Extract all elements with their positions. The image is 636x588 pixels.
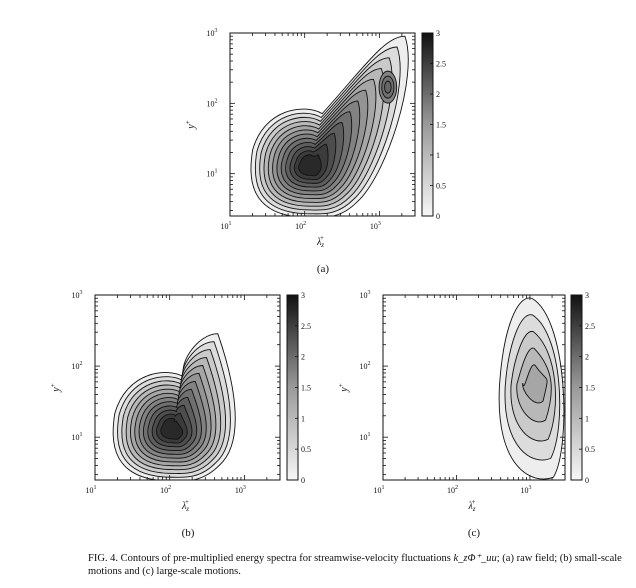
y-tick-label: 101 bbox=[207, 169, 218, 179]
contour-level bbox=[298, 154, 322, 177]
colorbar-tick-label: 2 bbox=[585, 353, 589, 362]
panel-0: 101 102 103 101 102 103 λz+ y+ 0 0.5 1 1.5 2 2.5 3 (a) bbox=[184, 28, 446, 275]
y-tick-label: 101 bbox=[360, 432, 371, 442]
contour-level bbox=[160, 417, 184, 440]
x-tick-label: 103 bbox=[520, 485, 531, 495]
x-tick-label: 103 bbox=[235, 485, 246, 495]
panel-2: 101 102 103 101 102 103 λz+ y+ 0 0.5 1 1.5 2 2.5 3 (c) bbox=[337, 290, 595, 539]
caption-prefix: FIG. 4. bbox=[88, 553, 119, 564]
x-tick-label: 102 bbox=[295, 221, 306, 231]
colorbar-tick-label: 0 bbox=[436, 212, 440, 221]
colorbar-tick-label: 1.5 bbox=[585, 384, 595, 393]
contour-level bbox=[522, 364, 548, 404]
y-axis-label: y+ bbox=[184, 120, 197, 129]
colorbar-tick-label: 0.5 bbox=[585, 445, 595, 454]
x-tick-label: 101 bbox=[86, 485, 97, 495]
figure-caption: FIG. 4. Contours of pre-multiplied energ… bbox=[88, 552, 628, 578]
x-tick-label: 101 bbox=[221, 221, 232, 231]
colorbar-tick-label: 1 bbox=[436, 151, 440, 160]
y-tick-label: 102 bbox=[207, 98, 218, 108]
x-tick-label: 101 bbox=[374, 485, 385, 495]
y-tick-label: 101 bbox=[72, 432, 83, 442]
colorbar-tick-label: 2 bbox=[301, 353, 305, 362]
colorbar-tick-label: 1 bbox=[301, 414, 305, 423]
x-tick-label: 103 bbox=[370, 221, 381, 231]
colorbar-tick-label: 1.5 bbox=[436, 121, 446, 130]
y-axis-label: y+ bbox=[49, 383, 62, 392]
panel-1: 101 102 103 101 102 103 λz+ y+ 0 0.5 1 1.5 2 2.5 3 (b) bbox=[49, 290, 311, 539]
x-tick-label: 102 bbox=[160, 485, 171, 495]
colorbar bbox=[287, 295, 298, 480]
colorbar-tick-label: 3 bbox=[436, 29, 440, 38]
panel-label: (a) bbox=[317, 263, 330, 275]
caption-text-after: ; (a) raw field; (b) small-scale motions… bbox=[88, 553, 622, 577]
caption-text-before: Contours of pre-multiplied energy spectr… bbox=[120, 553, 451, 564]
colorbar-tick-label: 2.5 bbox=[436, 60, 446, 69]
colorbar-tick-label: 3 bbox=[301, 291, 305, 300]
y-tick-label: 102 bbox=[360, 361, 371, 371]
colorbar-tick-label: 0 bbox=[301, 476, 305, 485]
y-tick-label: 102 bbox=[72, 361, 83, 371]
colorbar-tick-label: 2.5 bbox=[585, 322, 595, 331]
panel-label: (b) bbox=[182, 527, 195, 539]
colorbar-tick-label: 0 bbox=[585, 476, 589, 485]
x-tick-label: 102 bbox=[447, 485, 458, 495]
y-tick-label: 103 bbox=[360, 290, 371, 300]
colorbar-tick-label: 3 bbox=[585, 291, 589, 300]
caption-formula: k_zΦ⁺_uu bbox=[453, 553, 497, 564]
colorbar bbox=[571, 295, 582, 480]
x-axis-label: λz+ bbox=[316, 234, 324, 249]
colorbar-tick-label: 2 bbox=[436, 90, 440, 99]
colorbar-tick-label: 0.5 bbox=[436, 182, 446, 191]
contour-set bbox=[250, 35, 409, 216]
colorbar bbox=[422, 33, 433, 216]
contour-set bbox=[498, 297, 565, 480]
colorbar-tick-label: 2.5 bbox=[301, 322, 311, 331]
colorbar-tick-label: 1 bbox=[585, 414, 589, 423]
colorbar-tick-label: 1.5 bbox=[301, 384, 311, 393]
x-axis-label: λz+ bbox=[467, 498, 475, 513]
y-tick-label: 103 bbox=[207, 28, 218, 38]
y-tick-label: 103 bbox=[72, 290, 83, 300]
x-axis-label: λz+ bbox=[181, 498, 189, 513]
panel-label: (c) bbox=[468, 527, 481, 539]
y-axis-label: y+ bbox=[337, 383, 350, 392]
colorbar-tick-label: 0.5 bbox=[301, 445, 311, 454]
contour-level-secondary bbox=[384, 80, 392, 94]
contour-set bbox=[112, 333, 236, 480]
